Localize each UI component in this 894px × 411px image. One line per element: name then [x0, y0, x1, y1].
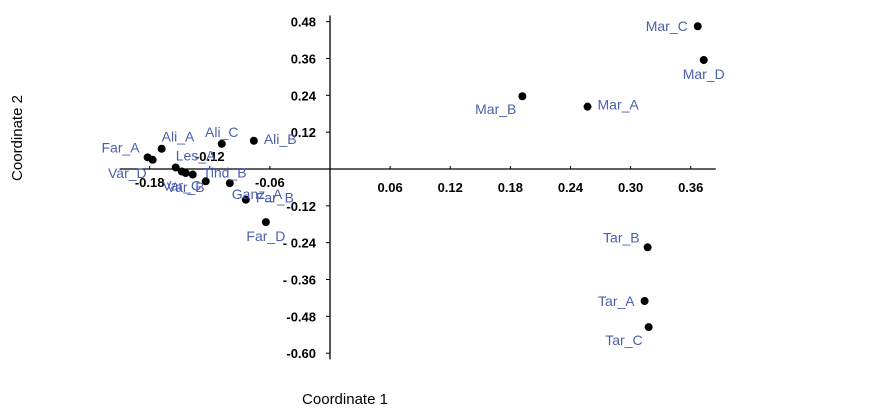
y-axis-title: Coordinate 2	[9, 95, 26, 181]
data-point	[249, 136, 258, 145]
y-tick-label: 0.48	[291, 15, 316, 30]
data-point	[241, 195, 250, 204]
point-label: Far_B	[256, 190, 294, 206]
x-tick-label: 0.12	[438, 180, 463, 195]
point-label: Tind_B	[203, 165, 247, 181]
y-tick-label: 0.24	[291, 88, 317, 103]
data-point	[148, 155, 157, 164]
x-tick-label: -0.06	[255, 175, 285, 190]
data-point	[188, 170, 197, 179]
point-label: Ali_B	[264, 131, 297, 147]
data-points	[143, 22, 708, 332]
point-label: Far_D	[246, 228, 285, 244]
x-tick-label: 0.36	[678, 180, 703, 195]
tick-labels: -0.18-0.12-0.06 0.06 0.12 0.18 0.24 0.30 0.360…	[135, 15, 704, 362]
point-label: Les_A	[176, 147, 216, 163]
data-point	[157, 144, 166, 153]
point-label: Mar_D	[683, 66, 725, 82]
data-point	[201, 177, 210, 186]
x-tick-label: 0.24	[558, 180, 584, 195]
point-label: Var_D	[108, 165, 147, 181]
x-axis-title: Coordinate 1	[302, 391, 388, 408]
point-label: Var_C	[162, 177, 201, 193]
x-tick-label: 0.30	[618, 180, 643, 195]
data-point	[640, 297, 649, 306]
point-label: Mar_A	[598, 97, 640, 113]
data-point	[693, 22, 702, 31]
data-point	[171, 163, 180, 172]
data-point	[217, 139, 226, 148]
point-label: Tar_C	[605, 332, 642, 348]
data-point	[181, 168, 190, 177]
data-point	[699, 56, 708, 65]
point-label: Tar_A	[598, 293, 635, 309]
point-label: Ali_A	[162, 129, 195, 145]
point-label: Ganz_A	[232, 186, 283, 202]
data-point	[261, 218, 270, 227]
x-tick-label: 0.18	[498, 180, 523, 195]
y-tick-label: -0.48	[286, 309, 316, 324]
y-tick-label: -0.12	[286, 199, 316, 214]
data-point	[225, 179, 234, 188]
data-point	[644, 323, 653, 332]
x-tick-label: -0.12	[195, 149, 225, 164]
data-point	[643, 243, 652, 252]
y-tick-label: - 0.36	[283, 273, 316, 288]
axes	[119, 15, 716, 360]
y-tick-label: 0.12	[291, 125, 316, 140]
x-tick-label: 0.06	[377, 180, 402, 195]
point-label: Tar_B	[603, 229, 640, 245]
point-label: Far_A	[102, 139, 141, 155]
x-tick-label: -0.18	[135, 175, 165, 190]
data-point	[583, 102, 592, 111]
y-tick-label: 0.36	[291, 51, 316, 66]
data-point	[518, 92, 527, 101]
y-tick-label: - 0.24	[283, 236, 317, 251]
point-label: Var_B	[167, 179, 205, 195]
point-label: Ali_C	[205, 124, 238, 140]
point-labels: Mar_C Mar_D Mar_B Mar_A Tar_B Tar_A Tar_C Ali_B…	[102, 18, 725, 348]
point-label: Mar_B	[475, 101, 516, 117]
point-label: Mar_C	[646, 18, 688, 34]
y-tick-label: -0.60	[286, 346, 316, 361]
